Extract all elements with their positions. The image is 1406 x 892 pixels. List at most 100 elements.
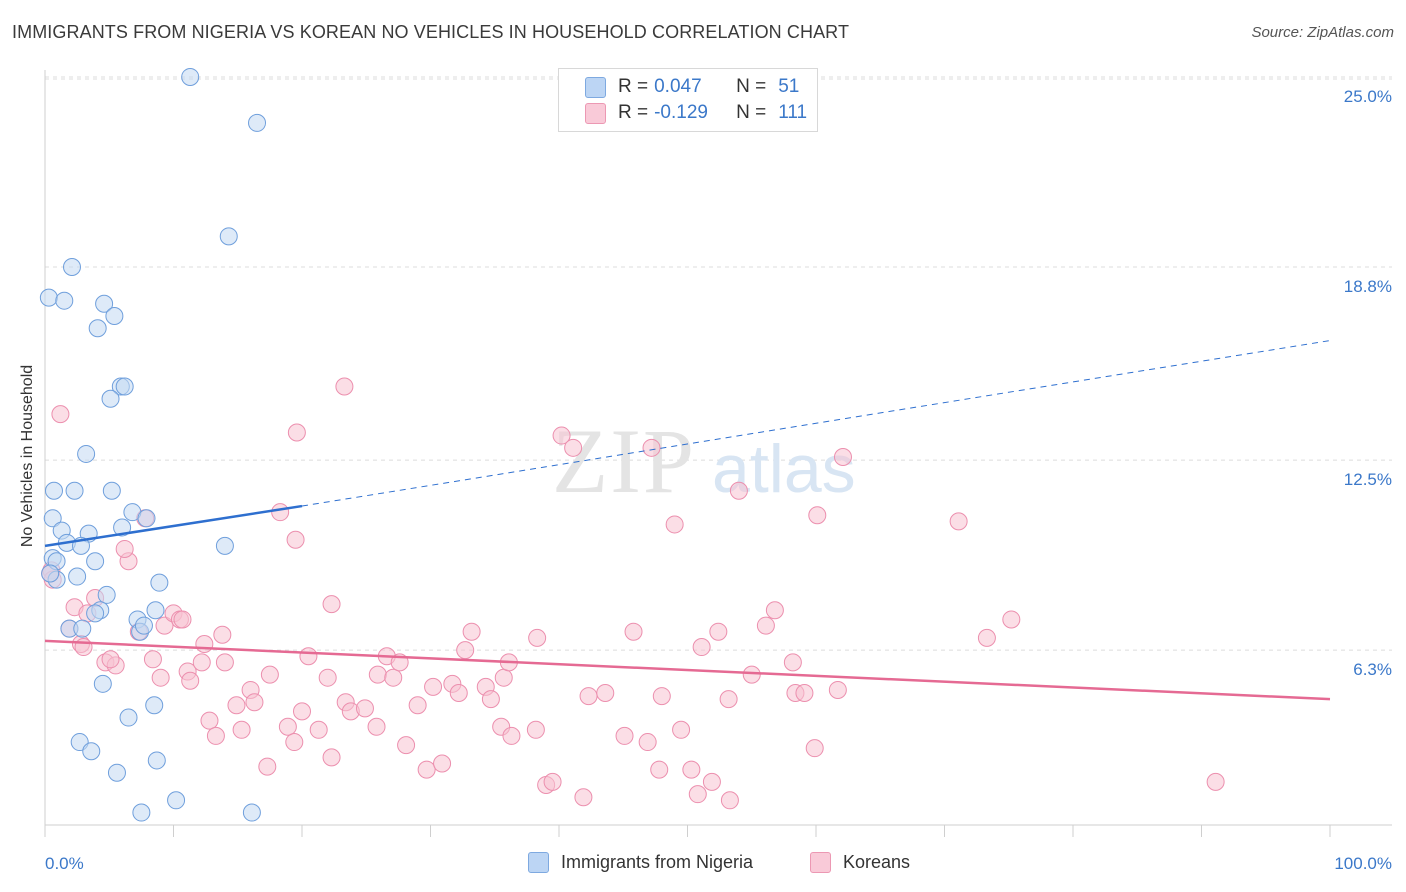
y-tick-label: 6.3%: [1353, 660, 1392, 679]
nigeria-point: [219, 227, 238, 246]
korean-point: [579, 687, 598, 706]
correlation-legend: R = 0.047 N = 51 R = -0.129 N = 111: [558, 68, 818, 132]
nigeria-point: [115, 377, 134, 396]
korean-point: [624, 622, 643, 641]
legend-n-value: 111: [778, 102, 808, 123]
nigeria-point: [95, 294, 114, 313]
tick-labels: 6.3% 12.5% 18.8% 25.0% 0.0% 100.0%: [45, 87, 1392, 873]
nigeria-point: [55, 291, 74, 310]
korean-point: [808, 506, 827, 525]
korean-point: [271, 503, 290, 522]
korean-point: [756, 616, 775, 635]
korean-point: [299, 647, 318, 666]
chart-title: IMMIGRANTS FROM NIGERIA VS KOREAN NO VEH…: [12, 22, 850, 42]
korean-point: [502, 726, 521, 745]
nigeria-point: [86, 552, 105, 571]
legend-swatch-nigeria: [585, 76, 606, 98]
nigeria-point: [62, 257, 81, 276]
korean-point: [543, 772, 562, 791]
nigeria-point: [113, 518, 132, 537]
korean-point: [682, 760, 701, 779]
series-label-nigeria: Immigrants from Nigeria: [561, 852, 754, 872]
series-label-koreans: Koreans: [843, 852, 911, 872]
korean-point: [424, 677, 443, 696]
legend-n-label: N =: [736, 76, 767, 97]
watermark-zip: ZIP: [552, 410, 696, 512]
nigeria-point: [107, 763, 126, 782]
gridlines: [45, 76, 1392, 651]
korean-point: [384, 668, 403, 687]
korean-point: [115, 539, 134, 558]
y-tick-label: 18.8%: [1344, 277, 1392, 296]
nigeria-point: [102, 481, 121, 500]
nigeria-points: [39, 67, 267, 822]
trend-lines: [44, 340, 1331, 701]
nigeria-point: [242, 803, 261, 822]
korean-point: [833, 448, 852, 467]
nigeria-point: [145, 696, 164, 715]
nigeria-point: [82, 742, 101, 761]
nigeria-point: [167, 791, 186, 810]
nigeria-point: [105, 307, 124, 326]
korean-point: [200, 711, 219, 730]
nigeria-point: [97, 585, 116, 604]
series-legend-koreans[interactable]: Koreans: [810, 852, 910, 873]
nigeria-point: [146, 601, 165, 620]
nigeria-point: [77, 444, 96, 463]
korean-point: [286, 530, 305, 549]
x-tick-label-max: 100.0%: [1334, 854, 1392, 873]
korean-point: [528, 628, 547, 647]
korean-point: [173, 610, 192, 629]
korean-point: [688, 785, 707, 804]
koreans-points: [41, 377, 1225, 810]
korean-point: [949, 512, 968, 531]
nigeria-point: [88, 319, 107, 338]
korean-point: [213, 625, 232, 644]
korean-point: [526, 720, 545, 739]
korean-point: [245, 693, 264, 712]
nigeria-point: [68, 567, 87, 586]
korean-point: [719, 690, 738, 709]
korean-point: [1002, 610, 1021, 629]
nigeria-point: [248, 113, 267, 132]
nigeria-point: [65, 481, 84, 500]
korean-point: [805, 739, 824, 758]
korean-point: [293, 702, 311, 721]
korean-point: [795, 684, 814, 703]
korean-point: [181, 671, 200, 690]
series-swatch-koreans: [810, 852, 831, 873]
nigeria-point: [181, 67, 200, 86]
legend-r-value: 0.047: [654, 76, 702, 97]
korean-point: [642, 438, 661, 457]
korean-point: [564, 438, 583, 457]
korean-point: [155, 616, 174, 635]
korean-point: [456, 641, 475, 660]
legend-n-value: 51: [778, 76, 800, 97]
korean-point: [652, 687, 671, 706]
nigeria-point: [134, 616, 153, 635]
legend-n-label: N =: [736, 102, 767, 123]
korean-point: [462, 622, 481, 641]
korean-point: [397, 736, 416, 755]
korean-point: [433, 754, 452, 773]
korean-point: [258, 757, 277, 776]
korean-point: [285, 733, 304, 752]
korean-point: [574, 788, 593, 807]
korean-point: [449, 684, 468, 703]
korean-point: [367, 717, 386, 736]
korean-point: [481, 690, 500, 709]
korean-point: [720, 791, 739, 810]
y-tick-label: 12.5%: [1344, 470, 1392, 489]
korean-point: [287, 423, 306, 442]
legend-r-value: -0.129: [654, 102, 708, 123]
axes: [44, 70, 1392, 837]
korean-point: [615, 726, 634, 745]
korean-point: [709, 622, 728, 641]
korean-point: [195, 634, 214, 653]
nigeria-point: [44, 481, 63, 500]
series-legend-nigeria[interactable]: Immigrants from Nigeria: [528, 852, 753, 873]
korean-point: [206, 726, 225, 745]
korean-point: [742, 665, 761, 684]
korean-point: [596, 684, 615, 703]
